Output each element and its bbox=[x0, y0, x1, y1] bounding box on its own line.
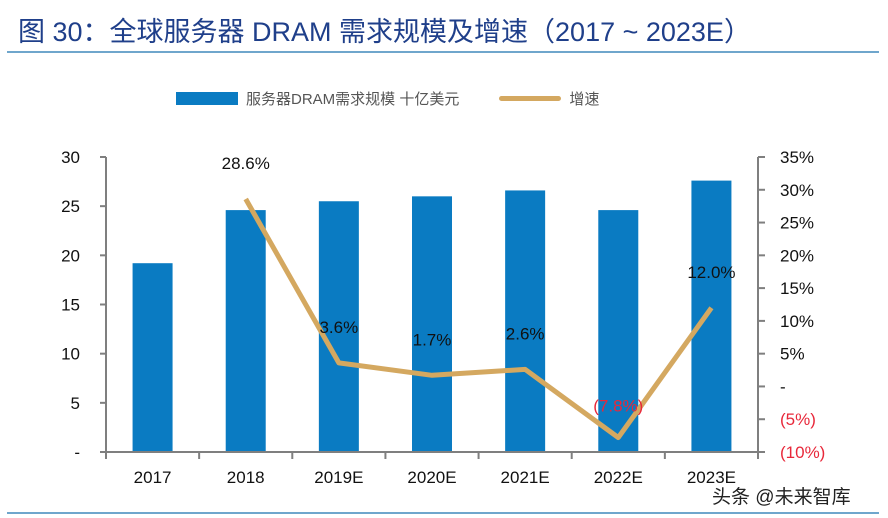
legend-label-bar: 服务器DRAM需求规模 十亿美元 bbox=[246, 91, 460, 108]
bar bbox=[412, 196, 452, 452]
bar bbox=[598, 210, 639, 452]
left-tick-label: 30 bbox=[61, 148, 80, 167]
right-tick-label: (10%) bbox=[780, 443, 825, 462]
data-label: (7.8%) bbox=[593, 397, 643, 416]
legend-swatch-line bbox=[499, 96, 562, 101]
data-label: 1.7% bbox=[413, 330, 452, 349]
data-label: 3.6% bbox=[319, 318, 358, 337]
page-title: 图 30：全球服务器 DRAM 需求规模及增速（2017 ~ 2023E） bbox=[18, 17, 751, 47]
bar bbox=[225, 210, 266, 452]
data-label: 2.6% bbox=[506, 324, 545, 343]
left-tick-label: 20 bbox=[61, 246, 80, 265]
right-tick-label: 5% bbox=[780, 345, 805, 364]
left-tick-label: 25 bbox=[61, 197, 80, 216]
left-tick-label: 5 bbox=[71, 394, 80, 413]
title-divider bbox=[7, 51, 879, 53]
x-tick-label: 2018 bbox=[227, 468, 265, 487]
bottom-divider bbox=[7, 512, 879, 514]
right-tick-label: 30% bbox=[780, 181, 814, 200]
data-label: 12.0% bbox=[687, 263, 735, 282]
legend-label-line: 增速 bbox=[569, 91, 600, 108]
x-tick-label: 2017 bbox=[134, 468, 172, 487]
x-tick-label: 2023E bbox=[687, 468, 736, 487]
growth-line bbox=[243, 197, 714, 441]
x-tick-label: 2020E bbox=[407, 468, 456, 487]
bar bbox=[691, 180, 732, 452]
left-tick-label: 10 bbox=[61, 345, 80, 364]
left-tick-label: 15 bbox=[61, 296, 80, 315]
left-tick-label: - bbox=[74, 443, 80, 462]
right-tick-label: 25% bbox=[780, 214, 814, 233]
bar bbox=[318, 201, 359, 452]
x-tick-label: 2019E bbox=[314, 468, 363, 487]
bar bbox=[132, 263, 173, 452]
right-tick-label: 10% bbox=[780, 312, 814, 331]
right-tick-label: 15% bbox=[780, 279, 814, 298]
watermark: 头条 @未来智库 bbox=[712, 487, 851, 508]
right-tick-label: 35% bbox=[780, 148, 814, 167]
right-tick-label: (5%) bbox=[780, 410, 816, 429]
right-tick-label: - bbox=[780, 377, 786, 396]
data-label: 28.6% bbox=[222, 154, 270, 173]
right-tick-label: 20% bbox=[780, 246, 814, 265]
x-tick-label: 2022E bbox=[594, 468, 643, 487]
bar bbox=[505, 190, 546, 452]
x-tick-label: 2021E bbox=[501, 468, 550, 487]
legend-swatch-bar bbox=[176, 92, 238, 105]
legend: 服务器DRAM需求规模 十亿美元 增速 bbox=[176, 88, 599, 109]
